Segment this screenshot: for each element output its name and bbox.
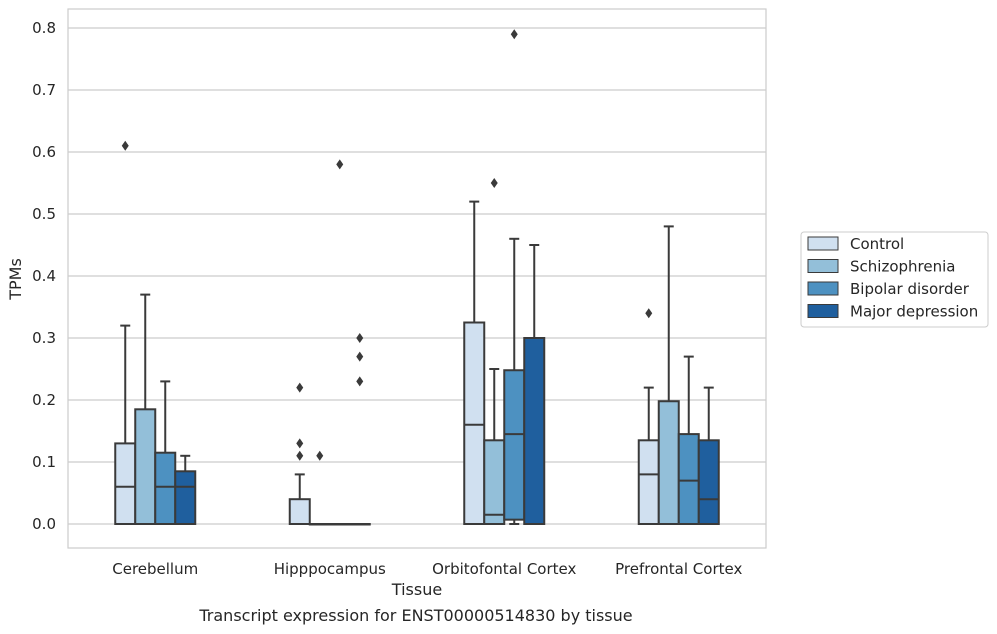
y-tick-label: 0.3 [32, 329, 56, 347]
legend-label: Control [850, 235, 904, 253]
outlier-point [296, 450, 304, 461]
box [503, 369, 526, 521]
legend-swatch [807, 304, 839, 318]
box-group [697, 386, 720, 525]
box-group [463, 200, 486, 525]
box [134, 408, 157, 525]
outlier-point [121, 140, 129, 151]
x-axis-label: Tissue [391, 580, 442, 599]
box-group [288, 382, 311, 526]
box-group [348, 333, 371, 526]
legend: Control Schizophrenia Bipolar disorder Majo… [800, 231, 989, 328]
box-group [677, 355, 700, 526]
box-group [657, 225, 680, 525]
boxes [114, 29, 720, 526]
y-tick-label: 0.1 [32, 453, 56, 471]
outlier-point [510, 29, 518, 40]
box [637, 439, 660, 525]
box [288, 498, 311, 526]
y-tick-label: 0.7 [32, 81, 56, 99]
box-group [523, 244, 546, 525]
chart-caption: Transcript expression for ENST0000051483… [199, 606, 633, 625]
legend-label: Major depression [850, 303, 978, 321]
box [523, 337, 546, 525]
box [677, 433, 700, 526]
y-tick-label: 0.2 [32, 391, 56, 409]
legend-label: Schizophrenia [850, 258, 955, 276]
legend-swatch [807, 281, 839, 296]
y-tick-label: 0.0 [32, 515, 56, 533]
box-group [134, 293, 157, 525]
x-tick-label: Orbitofontal Cortex [432, 560, 576, 578]
x-tick-label: Cerebellum [112, 560, 198, 578]
legend-swatch [807, 236, 839, 251]
legend-frame [800, 231, 989, 328]
legend-swatch [807, 259, 839, 273]
box-group [483, 178, 506, 525]
y-tick-label: 0.8 [32, 19, 56, 37]
y-tick-label: 0.5 [32, 205, 56, 223]
outlier-point [316, 450, 324, 461]
box [154, 451, 177, 526]
box-group [174, 454, 197, 525]
outlier-point [356, 376, 364, 387]
outlier-point [490, 178, 498, 188]
box [483, 439, 506, 525]
x-tick-label: Prefrontal Cortex [615, 560, 742, 578]
box-group [328, 159, 351, 526]
y-tick-labels: 0.0 0.1 0.2 0.3 0.4 0.5 0.6 0.7 0.8 [32, 19, 56, 533]
outlier-point [356, 351, 364, 362]
box [657, 400, 680, 525]
box-group [154, 380, 177, 526]
x-tick-label: Hipppocampus [274, 560, 386, 578]
box [114, 442, 137, 525]
plot-frame [67, 8, 767, 549]
y-tick-label: 0.4 [32, 267, 56, 285]
legend-label: Bipolar disorder [850, 280, 970, 298]
outlier-point [336, 159, 344, 170]
box-group [637, 308, 660, 525]
box [174, 470, 197, 525]
outlier-point [645, 308, 653, 319]
outlier-point [356, 333, 364, 343]
box-group [114, 140, 137, 525]
outlier-point [296, 438, 304, 449]
y-tick-label: 0.6 [32, 143, 56, 161]
outlier-point [296, 382, 304, 393]
box [463, 321, 486, 525]
y-axis-label: TPMs [6, 258, 25, 301]
box [697, 439, 720, 525]
x-tick-labels: Cerebellum Hipppocampus Orbitofontal Corte… [112, 560, 742, 578]
